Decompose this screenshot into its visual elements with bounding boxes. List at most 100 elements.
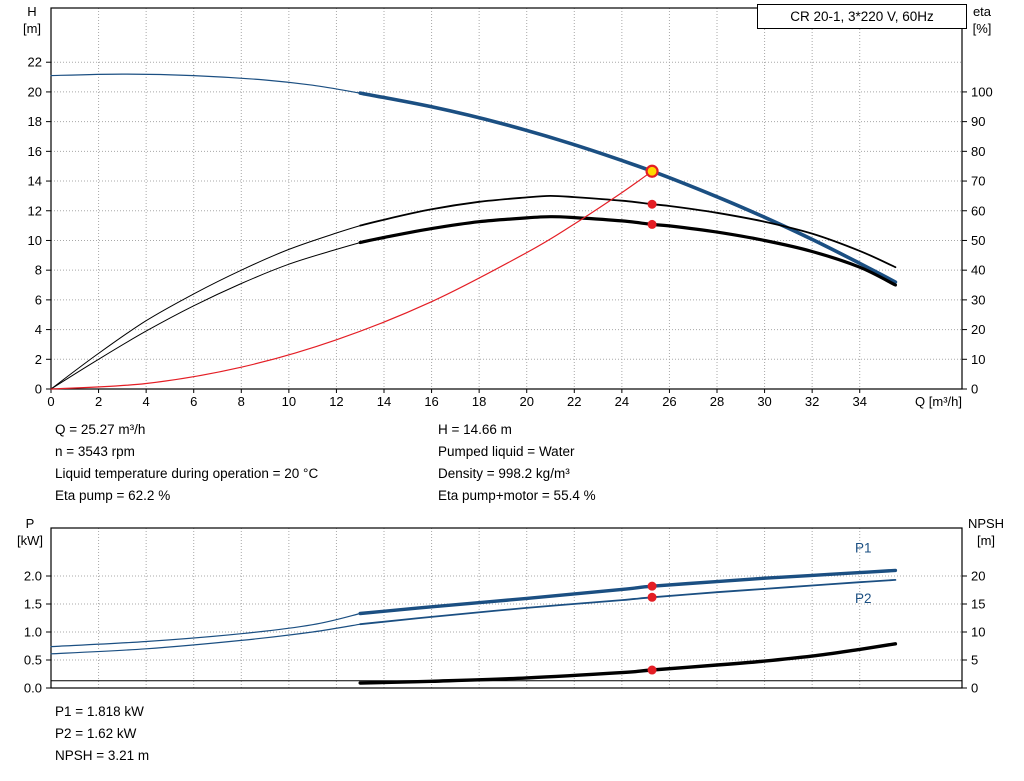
y-right-axis-title: [m] — [977, 533, 995, 548]
info-line: P2 = 1.62 kW — [55, 726, 137, 741]
x-tick-label: 2 — [95, 394, 102, 409]
x-tick-label: 26 — [662, 394, 676, 409]
pump-title-box: CR 20-1, 3*220 V, 60Hz — [757, 4, 967, 29]
power-npsh-chart: 0.0 0.5 1.0 1.5 2.0 0 5 10 15 20 P [kW] NPSH [m] P1 P2 — [17, 516, 1004, 696]
y-left-tick-label: 18 — [28, 114, 42, 129]
x-tick-label: 30 — [757, 394, 771, 409]
x-tick-label: 34 — [852, 394, 866, 409]
y-left-tick-label: 0.0 — [24, 681, 42, 696]
x-tick-label: 12 — [329, 394, 343, 409]
y-right-tick-label: 20 — [971, 568, 985, 583]
y-right-axis-title: [%] — [973, 21, 992, 36]
info-line: Eta pump+motor = 55.4 % — [438, 488, 596, 503]
plot-border — [50, 7, 963, 390]
info-line: Eta pump = 62.2 % — [55, 488, 171, 503]
p2-curve-label: P2 — [855, 591, 872, 606]
y-left-tick-label: 2 — [35, 352, 42, 367]
y-right-tick-label: 5 — [971, 652, 978, 667]
x-tick-label: 24 — [615, 394, 629, 409]
y-right-tick-label: 100 — [971, 84, 993, 99]
plot-border — [50, 527, 963, 689]
info-line: H = 14.66 m — [438, 422, 512, 437]
y-left-tick-label: 14 — [28, 174, 42, 189]
info-line: Q = 25.27 m³/h — [55, 422, 146, 437]
y-right-axis-title: eta — [973, 4, 992, 19]
hq-eta-chart: 0246810121416182022010203040506070809010… — [23, 4, 993, 409]
hq-curve-low — [50, 73, 361, 94]
duty-info-left: Q = 25.27 m³/h n = 3543 rpm Liquid tempera… — [55, 419, 318, 507]
result-values: P1 = 1.818 kW P2 = 1.62 kW NPSH = 3.21 m — [55, 701, 149, 767]
p2-curve-low — [50, 623, 361, 655]
x-tick-label: 10 — [282, 394, 296, 409]
y-right-tick-label: 50 — [971, 233, 985, 248]
info-line: Pumped liquid = Water — [438, 444, 575, 459]
operating-point-dot — [647, 581, 657, 591]
info-line: n = 3543 rpm — [55, 444, 135, 459]
eta-pump-motor-curve-low — [50, 242, 361, 390]
p1-curve-label: P1 — [855, 540, 872, 555]
x-tick-label: 8 — [238, 394, 245, 409]
y-left-tick-label: 2.0 — [24, 568, 42, 583]
y-right-tick-label: 60 — [971, 203, 985, 218]
x-tick-label: 0 — [47, 394, 54, 409]
y-right-tick-label: 15 — [971, 596, 985, 611]
p1-curve-low — [50, 612, 361, 648]
x-tick-label: 16 — [424, 394, 438, 409]
system-curve — [50, 170, 653, 390]
y-left-tick-label: 4 — [35, 322, 42, 337]
x-tick-label: 20 — [519, 394, 533, 409]
x-tick-label: 4 — [143, 394, 150, 409]
x-axis-title: Q [m³/h] — [915, 394, 962, 409]
operating-point-dot — [647, 665, 657, 675]
x-tick-label: 18 — [472, 394, 486, 409]
eta-pump-curve-low — [50, 225, 361, 390]
info-line: NPSH = 3.21 m — [55, 748, 150, 763]
eta-pump-motor-curve — [358, 215, 897, 287]
y-left-tick-label: 1.0 — [24, 624, 42, 639]
y-left-tick-label: 12 — [28, 203, 42, 218]
operating-point-dot — [647, 219, 657, 229]
y-left-axis-title: [m] — [23, 21, 41, 36]
duty-point-marker — [645, 164, 659, 178]
y-left-tick-label: 22 — [28, 55, 42, 70]
y-left-tick-label: 10 — [28, 233, 42, 248]
x-tick-label: 6 — [190, 394, 197, 409]
y-left-axis-title: P — [26, 516, 35, 531]
y-right-tick-label: 70 — [971, 174, 985, 189]
operating-point-dot — [647, 199, 657, 209]
y-right-tick-label: 10 — [971, 624, 985, 639]
y-right-tick-label: 0 — [971, 681, 978, 696]
duty-info-right: H = 14.66 m Pumped liquid = Water Density … — [438, 419, 596, 507]
y-left-tick-label: 0 — [35, 382, 42, 397]
info-line: Density = 998.2 kg/m³ — [438, 466, 570, 481]
y-left-tick-label: 0.5 — [24, 652, 42, 667]
x-tick-label: 14 — [377, 394, 391, 409]
hq-curve — [358, 91, 898, 284]
operating-point-dot — [647, 592, 657, 602]
y-left-axis-title: H — [27, 4, 36, 19]
info-line: Liquid temperature during operation = 20… — [55, 466, 319, 481]
y-left-tick-label: 20 — [28, 84, 42, 99]
x-tick-label: 22 — [567, 394, 581, 409]
y-left-tick-label: 6 — [35, 292, 42, 307]
y-right-tick-label: 20 — [971, 322, 985, 337]
x-tick-label: 28 — [710, 394, 724, 409]
y-right-tick-label: 0 — [971, 382, 978, 397]
p2-curve — [359, 579, 897, 626]
p1-curve — [358, 568, 898, 616]
npsh-curve — [358, 642, 898, 685]
x-tick-label: 32 — [805, 394, 819, 409]
y-left-tick-label: 1.5 — [24, 596, 42, 611]
eta-pump-curve — [359, 195, 897, 269]
y-right-tick-label: 90 — [971, 114, 985, 129]
y-right-axis-title: NPSH — [968, 516, 1004, 531]
y-left-tick-label: 8 — [35, 263, 42, 278]
y-right-tick-label: 40 — [971, 263, 985, 278]
y-left-axis-title: [kW] — [17, 533, 43, 548]
y-right-tick-label: 80 — [971, 144, 985, 159]
y-right-tick-label: 10 — [971, 352, 985, 367]
info-line: P1 = 1.818 kW — [55, 704, 144, 719]
y-right-tick-label: 30 — [971, 292, 985, 307]
y-left-tick-label: 16 — [28, 144, 42, 159]
